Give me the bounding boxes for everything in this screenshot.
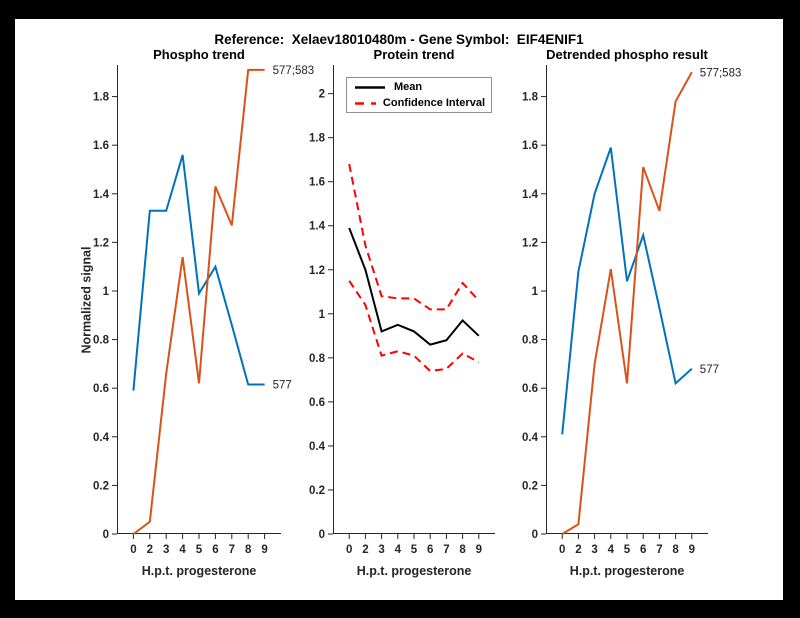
x-tick-label: 6 [212, 544, 218, 556]
x-tick-label: 7 [656, 544, 662, 556]
y-tick-label: 0.4 [93, 432, 110, 444]
x-tick-label: 5 [196, 544, 203, 556]
legend-item-mean: Mean [353, 80, 485, 95]
subplot-detrended-phospho-xlabel: H.p.t. progesterone [569, 564, 685, 578]
subplot-phospho-trend-title: Phospho trend [153, 47, 245, 62]
subplot-protein-trend-title: Protein trend [373, 47, 455, 62]
y-tick-label: 0.8 [522, 335, 539, 347]
detrended-site-577-end-label: 577 [700, 364, 719, 376]
y-tick-label: 0.4 [309, 441, 326, 453]
x-tick-label: 0 [346, 544, 352, 556]
x-tick-label: 4 [395, 544, 402, 556]
subplot-protein-trend-xlabel: H.p.t. progesterone [356, 564, 472, 578]
y-tick-label: 0.4 [522, 432, 539, 444]
phospho-site-577-line [132, 154, 265, 391]
y-tick-label: 1 [103, 286, 110, 298]
figure-title: Reference: Xelaev18010480m - Gene Symbol… [214, 32, 584, 47]
protein-mean-line [348, 227, 480, 346]
confidence-interval-lower-line [348, 280, 480, 373]
x-tick-label: 8 [672, 544, 679, 556]
y-tick-label: 0 [319, 529, 325, 541]
detrended-site-577-583-line [561, 71, 693, 535]
x-tick-label: 9 [689, 544, 695, 556]
x-tick-label: 4 [608, 544, 615, 556]
confidence-interval-upper-line [348, 163, 480, 311]
x-tick-label: 3 [591, 544, 597, 556]
x-tick-label: 6 [640, 544, 646, 556]
subplot-detrended-phospho-title: Detrended phospho result [546, 47, 708, 62]
y-tick-label: 0.8 [309, 353, 326, 365]
subplot-phospho-trend-xlabel: H.p.t. progesterone [141, 564, 257, 578]
x-tick-label: 7 [443, 544, 449, 556]
x-tick-label: 2 [147, 544, 153, 556]
mean-line-swatch [355, 85, 385, 89]
x-tick-label: 4 [179, 544, 186, 556]
y-tick-label: 0 [532, 529, 538, 541]
phospho-site-577-583-end-label: 577;583 [273, 65, 315, 77]
legend-label-confidence-interval: Confidence Interval [382, 97, 485, 109]
y-tick-label: 1.6 [522, 140, 538, 152]
phospho-trend-plot: 00.20.40.60.811.21.41.61.80 2 3 4 5 6 7 8 957757… [93, 65, 314, 556]
y-tick-label: 0 [103, 529, 109, 541]
legend-label-mean: Mean [394, 81, 423, 93]
y-tick-label: 0.6 [93, 383, 109, 395]
confidence-interval-swatch [355, 101, 376, 105]
y-axis-label: Normalized signal [79, 246, 94, 353]
x-tick-label: 2 [362, 544, 368, 556]
y-axis-label-container: Normalized signal [75, 65, 97, 534]
y-tick-label: 1.4 [93, 189, 110, 201]
x-tick-label: 5 [624, 544, 631, 556]
y-tick-label: 1 [319, 309, 326, 321]
x-tick-label: 9 [476, 544, 482, 556]
x-tick-label: 0 [130, 544, 136, 556]
x-tick-label: 7 [229, 544, 235, 556]
y-tick-label: 1.6 [309, 177, 325, 189]
legend: Mean Confidence Interval [346, 77, 492, 113]
y-tick-label: 1.2 [522, 237, 538, 249]
y-tick-label: 1.2 [309, 265, 325, 277]
y-tick-label: 0.8 [93, 335, 110, 347]
x-tick-label: 3 [378, 544, 384, 556]
x-tick-label: 6 [427, 544, 433, 556]
y-tick-label: 1.4 [522, 189, 539, 201]
x-tick-label: 3 [163, 544, 169, 556]
y-tick-label: 0.2 [309, 485, 325, 497]
figure-canvas: Reference: Xelaev18010480m - Gene Symbol… [15, 19, 783, 600]
detrended-site-577-583-end-label: 577;583 [700, 67, 742, 79]
x-tick-label: 2 [575, 544, 581, 556]
legend-item-confidence-interval: Confidence Interval [353, 96, 485, 111]
x-tick-label: 8 [459, 544, 466, 556]
phospho-site-577-end-label: 577 [273, 380, 292, 392]
y-tick-label: 1.8 [309, 133, 326, 145]
y-tick-label: 1.4 [309, 221, 326, 233]
detrended-phospho-plot: 00.20.40.60.811.21.41.61.80 2 3 4 5 6 7 8 957757… [522, 65, 741, 556]
y-tick-label: 0.6 [522, 383, 538, 395]
y-tick-label: 1.8 [93, 92, 110, 104]
x-tick-label: 8 [245, 544, 252, 556]
phospho-site-577-583-line [132, 68, 265, 535]
x-tick-label: 0 [559, 544, 565, 556]
y-tick-label: 0.2 [522, 480, 538, 492]
y-tick-label: 1 [532, 286, 539, 298]
x-tick-label: 9 [261, 544, 267, 556]
y-tick-label: 1.6 [93, 140, 109, 152]
y-tick-label: 0.6 [309, 397, 325, 409]
y-tick-label: 0.2 [93, 480, 109, 492]
x-tick-label: 5 [411, 544, 418, 556]
y-tick-label: 1.2 [93, 237, 109, 249]
y-tick-label: 1.8 [522, 92, 539, 104]
y-tick-label: 2 [319, 89, 325, 101]
detrended-site-577-line [561, 147, 693, 435]
protein-trend-plot: 00.20.40.60.811.21.41.61.820 2 3 4 5 6 7 8 9 [309, 65, 495, 556]
